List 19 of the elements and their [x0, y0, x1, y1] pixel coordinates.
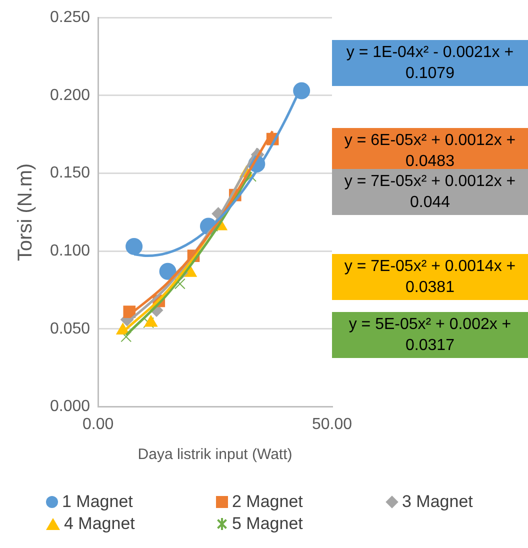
x-tick-label: 0.00	[82, 416, 114, 433]
x-tick-label: 50.00	[312, 416, 352, 433]
y-tick-label: 0.050	[50, 320, 90, 338]
y-tick-label: 0.250	[50, 9, 90, 26]
y-axis-title: Torsi (N.m)	[14, 163, 37, 262]
y-tick-label: 0.100	[50, 242, 90, 260]
legend-label: 5 Magnet	[232, 514, 303, 534]
legend-label: 4 Magnet	[64, 514, 135, 534]
y-tick-label: 0.000	[50, 398, 90, 416]
legend-label: 1 Magnet	[62, 492, 133, 512]
text: y = 7E-05x² + 0.0014x + 0.0381	[332, 254, 528, 300]
text: y = 1E-04x² - 0.0021x + 0.1079	[332, 40, 528, 86]
legend-label: 2 Magnet	[232, 492, 303, 512]
legend-label: 3 Magnet	[402, 492, 473, 512]
text: y = 7E-05x² + 0.0012x + 0.044	[332, 169, 528, 215]
text: y = 5E-05x² + 0.002x + 0.0317	[332, 312, 528, 358]
y-tick-label: 0.200	[50, 86, 90, 104]
x-axis-title: Daya listrik input (Watt)	[138, 446, 292, 464]
y-tick-label: 0.150	[50, 164, 90, 182]
